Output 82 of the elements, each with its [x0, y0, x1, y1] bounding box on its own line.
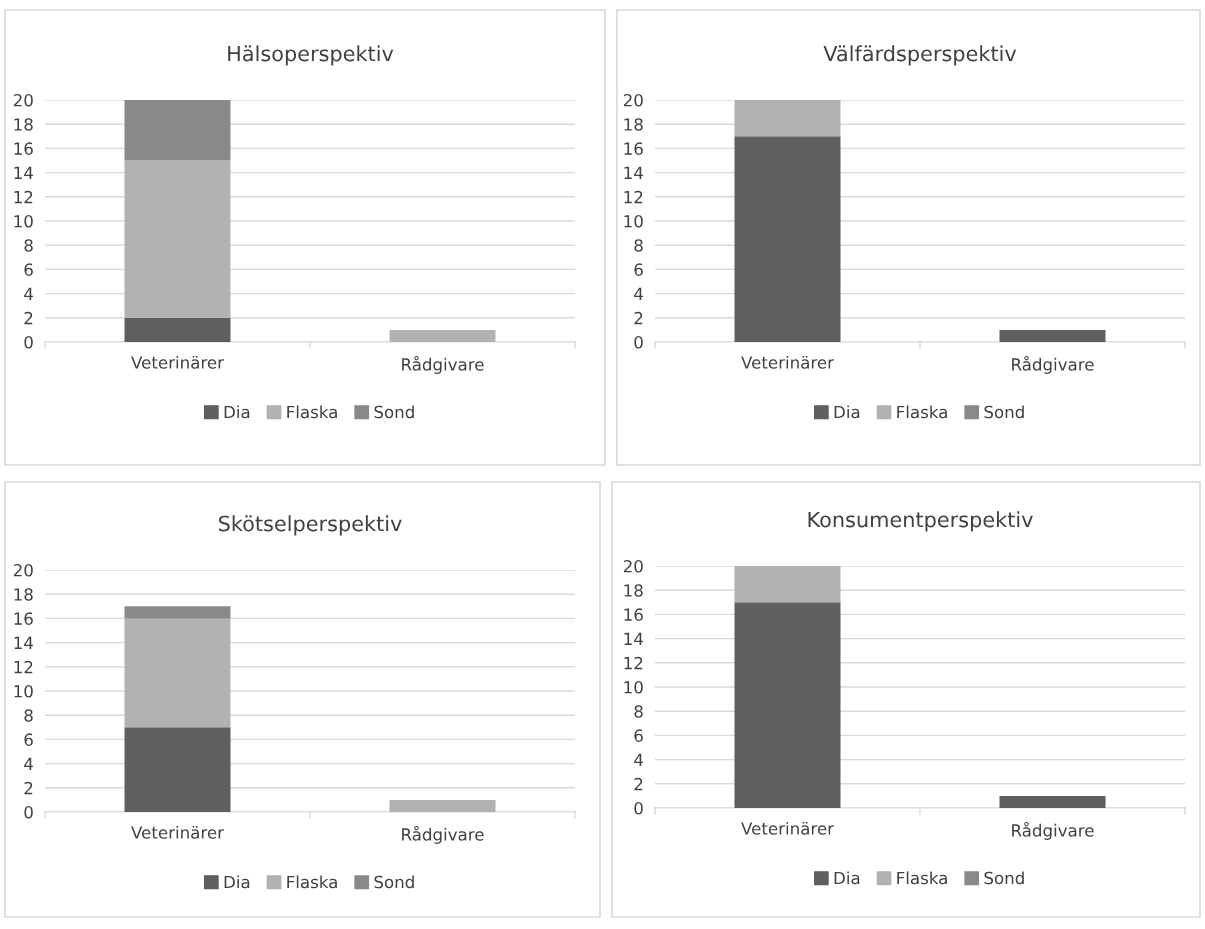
y-tick-label: 6	[24, 263, 33, 276]
legend-label: Dia	[224, 875, 250, 889]
chart-title: Välfärdsperspektiv	[823, 45, 1017, 66]
y-tick-label: 0	[634, 801, 643, 815]
bar	[124, 160, 231, 318]
chart-title: Konsumentperspektiv	[808, 511, 1033, 532]
legend-label: Dia	[834, 405, 860, 419]
x-tick-label: Rådgivare	[1012, 355, 1094, 374]
bar	[124, 606, 231, 619]
y-tick-label: 14	[624, 166, 643, 179]
y-tick-label: 0	[24, 335, 33, 349]
y-tick-label: 6	[634, 263, 643, 276]
x-tick-label: Veterinärer	[131, 825, 224, 839]
y-tick-label: 20	[623, 93, 643, 107]
y-tick-label: 14	[14, 166, 33, 179]
legend-label: Sond	[984, 871, 1024, 885]
x-tick-label: Rådgivare	[402, 825, 484, 844]
legend-label: Flaska	[287, 405, 337, 419]
y-tick-label: 8	[634, 705, 643, 718]
y-tick-label: 8	[24, 709, 33, 722]
y-tick-label: 18	[624, 118, 643, 131]
y-tick-label: 8	[634, 239, 643, 252]
chart-title: Skötselperspektiv	[218, 515, 402, 536]
bar	[124, 618, 231, 728]
y-tick-label: 0	[24, 805, 33, 819]
y-tick-label: 10	[14, 214, 33, 228]
legend-label: Sond	[374, 875, 414, 889]
y-tick-label: 2	[634, 777, 643, 791]
y-tick-label: 2	[24, 781, 33, 795]
y-tick-label: 12	[14, 660, 33, 674]
y-tick-label: 10	[624, 214, 643, 228]
legend-label: Flaska	[897, 405, 947, 419]
bar	[124, 727, 231, 812]
x-tick-label: Veterinärer	[741, 821, 834, 835]
legend-label: Sond	[984, 405, 1024, 419]
x-tick-label: Rådgivare	[1012, 821, 1094, 840]
y-tick-label: 16	[624, 608, 643, 621]
y-tick-label: 2	[634, 311, 643, 325]
legend-label: Dia	[224, 405, 250, 419]
y-tick-label: 14	[14, 636, 33, 649]
y-tick-label: 0	[634, 335, 643, 349]
legend-label: Sond	[374, 405, 414, 419]
y-tick-label: 16	[14, 612, 33, 625]
x-tick-label: Veterinärer	[741, 355, 834, 369]
y-tick-label: 12	[624, 190, 643, 204]
y-tick-label: 20	[13, 563, 33, 577]
y-tick-label: 8	[24, 239, 33, 252]
x-tick-label: Veterinärer	[131, 355, 224, 369]
y-tick-label: 10	[624, 680, 643, 694]
y-tick-label: 2	[24, 311, 33, 325]
legend-label: Flaska	[897, 871, 947, 885]
bar	[124, 317, 231, 342]
bar	[734, 566, 841, 603]
y-tick-label: 16	[624, 142, 643, 155]
chart-title: Hälsoperspektiv	[228, 45, 394, 66]
bar	[999, 329, 1106, 342]
bar	[999, 795, 1106, 808]
bar	[124, 100, 231, 161]
y-tick-label: 4	[634, 287, 643, 300]
y-tick-label: 4	[634, 753, 643, 766]
y-tick-label: 16	[14, 142, 33, 155]
y-tick-label: 6	[634, 729, 643, 742]
y-tick-label: 12	[14, 190, 33, 204]
bar	[389, 329, 496, 342]
y-tick-label: 18	[14, 588, 33, 601]
y-tick-label: 4	[24, 757, 33, 770]
legend-label: Dia	[834, 871, 860, 885]
y-tick-label: 18	[624, 584, 643, 597]
y-tick-label: 14	[624, 632, 643, 645]
y-tick-label: 18	[14, 118, 33, 131]
y-tick-label: 20	[623, 559, 643, 573]
y-tick-label: 4	[24, 287, 33, 300]
legend-label: Flaska	[287, 875, 337, 889]
bar	[389, 799, 496, 812]
bar	[734, 100, 841, 137]
y-tick-label: 20	[13, 93, 33, 107]
bar	[734, 136, 841, 342]
y-tick-label: 10	[14, 684, 33, 698]
y-tick-label: 12	[624, 656, 643, 670]
x-tick-label: Rådgivare	[402, 355, 484, 374]
bar	[734, 602, 841, 808]
y-tick-label: 6	[24, 733, 33, 746]
